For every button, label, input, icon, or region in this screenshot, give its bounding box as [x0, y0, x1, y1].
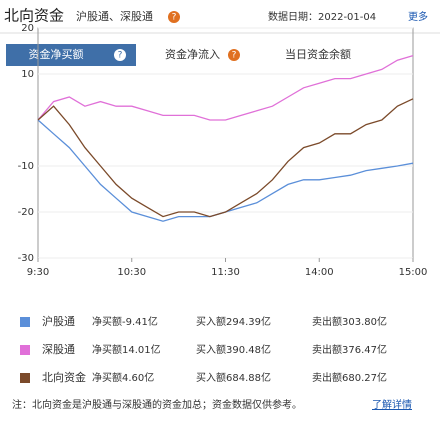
- note: 注：北向资金是沪股通与深股通的资金加总；资金数据仅供参考。: [12, 398, 302, 411]
- subtitle: 沪股通、深股通: [76, 9, 153, 23]
- help-icon[interactable]: ?: [172, 13, 177, 23]
- legend-swatch: [20, 373, 30, 383]
- help-icon[interactable]: ?: [118, 51, 123, 61]
- series-line: [37, 98, 414, 218]
- legend-sell: 卖出额680.27亿: [312, 371, 387, 384]
- date-label: 数据日期：2022-01-04: [268, 10, 376, 23]
- x-tick-label: 14:00: [305, 267, 334, 278]
- help-icon-bg: [114, 49, 126, 61]
- legend-net: 净买额4.60亿: [92, 371, 154, 384]
- tab[interactable]: 当日资金余额: [285, 47, 351, 61]
- tab[interactable]: 资金净流入: [165, 47, 220, 61]
- x-tick-label: 11:30: [211, 267, 240, 278]
- y-tick-label: -10: [18, 161, 34, 172]
- legend-buy: 买入额294.39亿: [196, 315, 271, 328]
- legend-sell: 卖出额376.47亿: [312, 343, 387, 356]
- series-line: [37, 54, 414, 121]
- legend-name: 深股通: [42, 343, 75, 356]
- legend-swatch: [20, 345, 30, 355]
- help-icon[interactable]: ?: [232, 51, 237, 61]
- legend-buy: 买入额684.88亿: [196, 371, 271, 384]
- title: 北向资金: [4, 7, 64, 25]
- y-tick-label: 20: [21, 23, 34, 34]
- x-tick-label: 15:00: [399, 267, 428, 278]
- legend-net: 净买额-9.41亿: [92, 315, 158, 328]
- series-line: [37, 119, 414, 222]
- legend-net: 净买额14.01亿: [92, 343, 161, 356]
- help-icon-bg: [168, 11, 180, 23]
- more-link[interactable]: 更多: [408, 10, 428, 23]
- legend-name: 北向资金: [42, 370, 86, 384]
- x-tick-label: 10:30: [117, 267, 146, 278]
- y-tick-label: 10: [21, 69, 34, 80]
- y-tick-label: -20: [18, 207, 34, 218]
- legend-name: 沪股通: [42, 314, 75, 328]
- tab[interactable]: 资金净买额: [29, 47, 84, 61]
- help-icon-bg: [228, 49, 240, 61]
- note-link[interactable]: 了解详情: [372, 398, 412, 411]
- legend-buy: 买入额390.48亿: [196, 343, 271, 356]
- legend-sell: 卖出额303.80亿: [312, 315, 387, 328]
- y-tick-label: -30: [18, 253, 34, 264]
- legend-swatch: [20, 317, 30, 327]
- x-tick-label: 9:30: [27, 267, 49, 278]
